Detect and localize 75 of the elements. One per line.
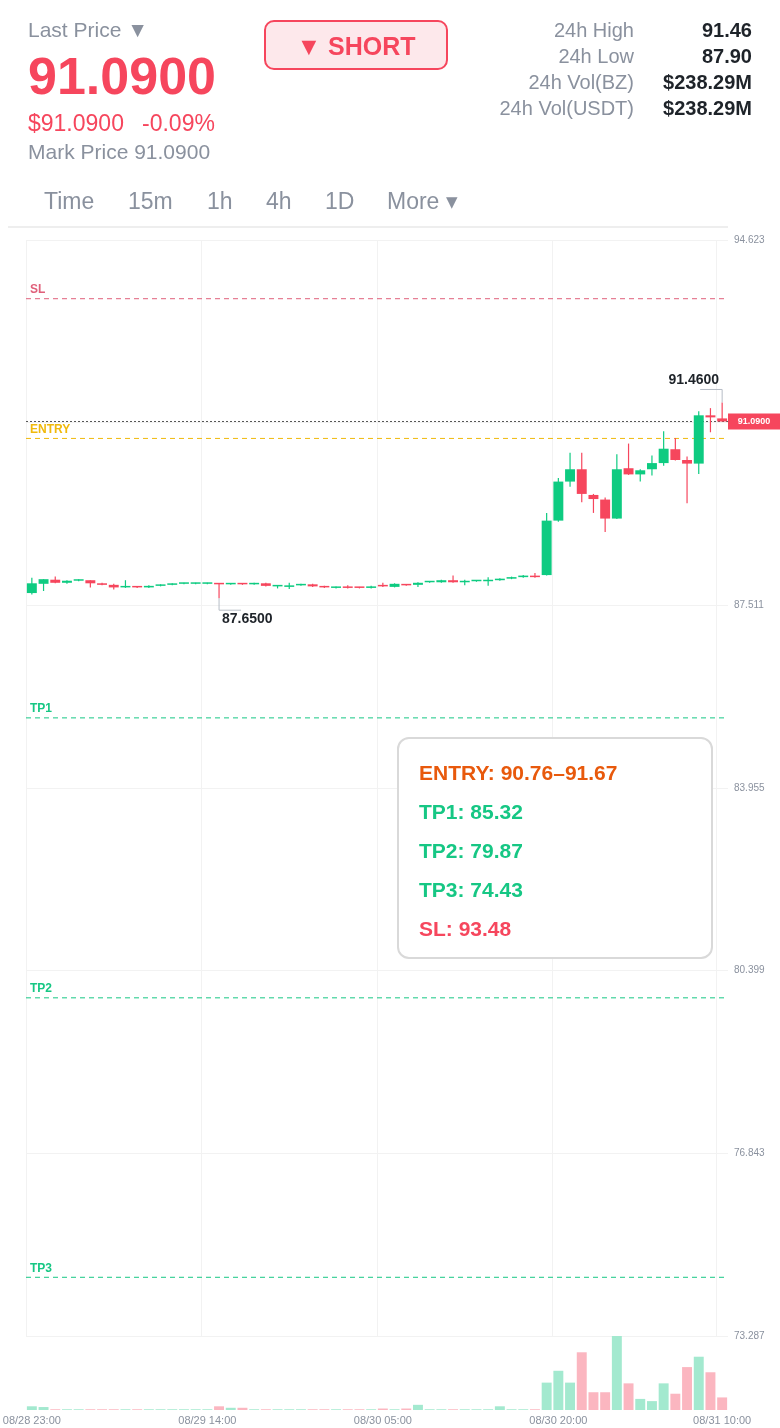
text: 87.90 — [701, 45, 752, 68]
text: More ▾ — [387, 188, 458, 215]
x-tick-label: 08/30 05:00 — [353, 1413, 412, 1426]
x-tick-label: 08/31 10:00 — [693, 1413, 752, 1426]
bar — [214, 1406, 225, 1410]
text: 24h High — [553, 19, 634, 42]
ref-line-label: TP1 — [30, 701, 53, 716]
bar — [600, 1392, 611, 1410]
annotation: 91.4600 — [668, 371, 720, 388]
ref-line-label: 91.0900 — [737, 415, 771, 426]
text: 15m — [128, 188, 173, 215]
annotation: 87.6500 — [222, 610, 273, 627]
annotation: TP2: 79.87 — [419, 838, 524, 864]
bar — [611, 1336, 622, 1410]
y-tick-label: 94.623 — [734, 233, 766, 245]
annotation: TP3: 74.43 — [419, 877, 524, 903]
candlestick — [646, 454, 657, 477]
text: $238.29M — [663, 71, 752, 94]
candlestick — [670, 437, 681, 462]
bar — [682, 1367, 693, 1410]
annotation: SL: 93.48 — [419, 916, 513, 942]
candlestick — [658, 430, 669, 467]
x-tick-label: 08/28 23:00 — [2, 1413, 61, 1426]
candlestick — [565, 452, 576, 488]
candlestick — [682, 455, 693, 504]
ref-line-label: TP3 — [30, 1260, 53, 1275]
text: Time — [44, 188, 95, 215]
bar — [565, 1382, 576, 1410]
text: Mark Price 91.0900 — [28, 140, 211, 164]
bar — [705, 1372, 716, 1410]
candlestick — [448, 574, 459, 584]
bar — [670, 1393, 681, 1410]
text: $91.0900 — [28, 110, 124, 137]
text: 1D — [325, 188, 355, 215]
text: $238.29M — [663, 97, 752, 120]
bar — [225, 1407, 236, 1410]
text: 24h Vol(USDT) — [499, 97, 634, 120]
text: 24h Low — [558, 45, 634, 68]
text: 91.0900 — [28, 46, 216, 106]
text: 91.46 — [701, 19, 752, 42]
y-tick-label: 80.399 — [734, 964, 766, 976]
ref-line-label: TP2 — [30, 981, 53, 996]
bar — [26, 1406, 37, 1410]
candlestick — [61, 579, 72, 585]
bar — [623, 1383, 634, 1410]
text: Last Price ▼ — [28, 18, 148, 42]
text: 1h — [207, 188, 233, 215]
x-tick-label: 08/30 20:00 — [529, 1413, 588, 1426]
candlestick — [588, 493, 599, 514]
candlestick — [600, 496, 611, 533]
bar — [412, 1404, 423, 1410]
ref-line-label: ENTRY — [30, 421, 71, 436]
bar — [717, 1397, 728, 1410]
bar — [635, 1398, 646, 1410]
text: ▼ SHORT — [264, 20, 448, 70]
text: 4h — [266, 188, 292, 215]
text: -0.09% — [142, 110, 215, 137]
candlestick — [623, 442, 634, 476]
annotation: ENTRY: 90.76–91.67 — [419, 760, 619, 786]
text: 24h Vol(BZ) — [528, 71, 634, 94]
bar — [658, 1383, 669, 1410]
y-tick-label: 76.843 — [734, 1147, 766, 1159]
x-tick-label: 08/29 14:00 — [178, 1413, 237, 1426]
annotation: TP1: 85.32 — [419, 799, 524, 825]
candlestick — [705, 407, 716, 433]
bar — [237, 1407, 248, 1410]
candlestick — [412, 581, 423, 588]
bar — [494, 1406, 505, 1410]
y-tick-label: 73.287 — [734, 1329, 766, 1341]
bar — [38, 1407, 49, 1410]
bar — [646, 1401, 657, 1410]
ref-line-label: SL — [30, 282, 46, 297]
y-tick-label: 87.511 — [734, 599, 765, 611]
y-tick-label: 83.955 — [734, 781, 766, 793]
bar — [693, 1356, 704, 1410]
